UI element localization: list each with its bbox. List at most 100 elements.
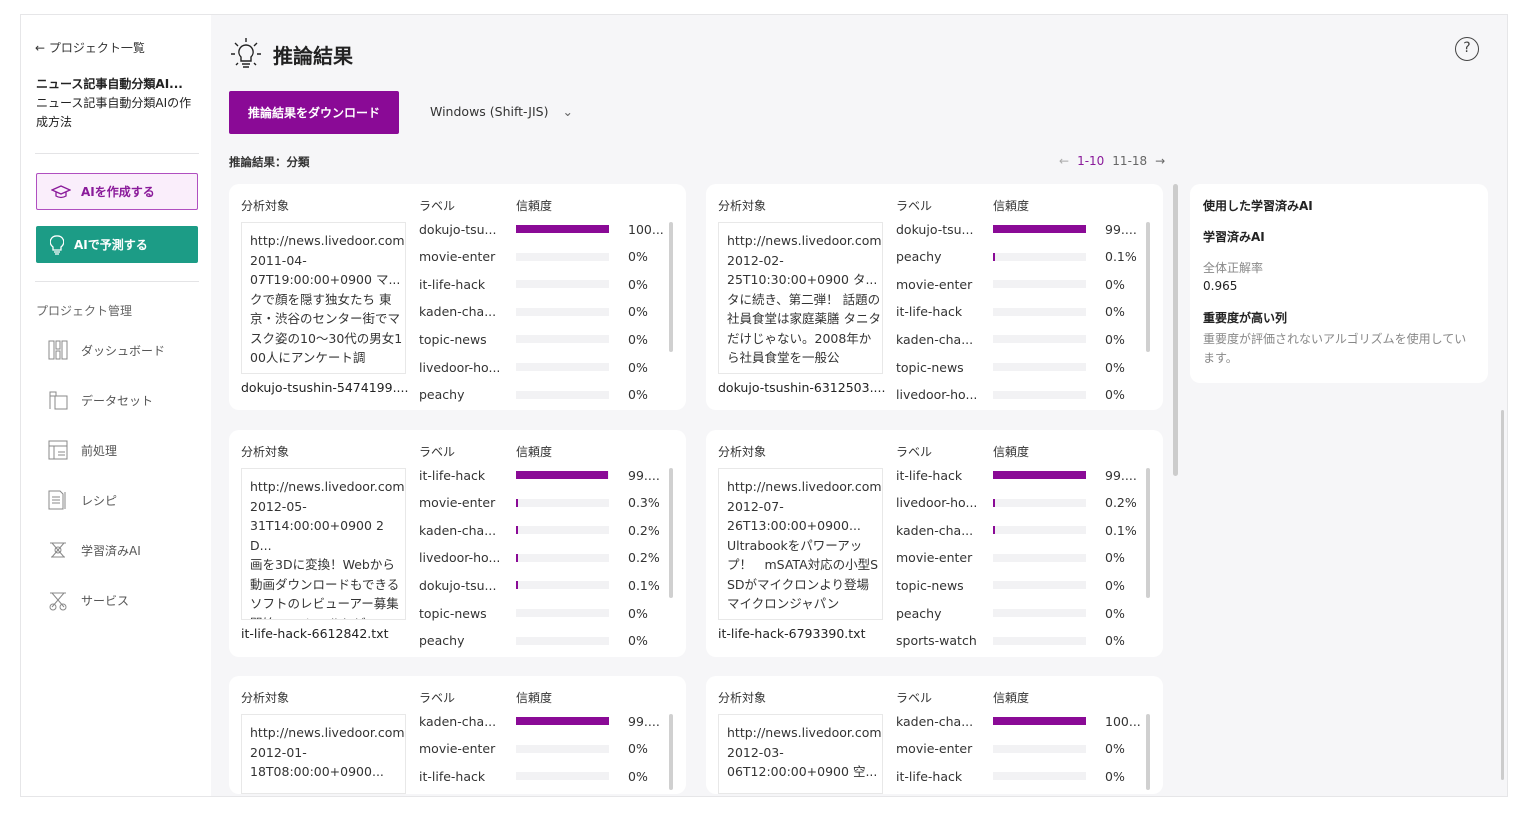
- nav-recipe[interactable]: レシピ: [47, 489, 117, 511]
- nav-trained-ai[interactable]: 学習済みAI: [47, 539, 141, 561]
- card-scrollbar[interactable]: [1146, 222, 1150, 352]
- confidence-fill: [993, 526, 995, 535]
- confidence-fill: [516, 553, 518, 562]
- label-name: kaden-cha...: [896, 522, 974, 538]
- nav-label: レシピ: [81, 493, 118, 508]
- label-row: movie-enter 0%: [896, 739, 1146, 759]
- confidence-value: 0%: [1105, 359, 1125, 375]
- next-page-icon[interactable]: →: [1155, 154, 1166, 168]
- confidence-value: 0%: [628, 331, 648, 347]
- confidence-value: 0%: [1105, 276, 1125, 292]
- pagination: ← 1-10 11-18 →: [1059, 154, 1165, 168]
- confidence-header: 信頼度: [516, 691, 553, 705]
- label-name: livedoor-ho...: [896, 495, 978, 511]
- label-row: movie-enter 0%: [419, 247, 669, 267]
- card-scrollbar[interactable]: [1146, 468, 1150, 598]
- results-scrollbar[interactable]: [1173, 184, 1178, 476]
- confidence-bar: [516, 390, 609, 399]
- label-name: kaden-cha...: [419, 522, 497, 538]
- page-next[interactable]: 11-18: [1112, 154, 1148, 168]
- confidence-fill: [516, 225, 609, 233]
- confidence-header: 信頼度: [993, 445, 1030, 459]
- target-header: 分析対象: [718, 445, 767, 459]
- confidence-value: 0%: [1105, 331, 1125, 347]
- result-card: 分析対象 ラベル 信頼度 http://news.livedoor.com 20…: [706, 676, 1163, 794]
- nav-service[interactable]: サービス: [47, 589, 129, 611]
- confidence-fill: [516, 526, 518, 535]
- confidence-value: 100...: [628, 221, 664, 237]
- page-scrollbar[interactable]: [1501, 410, 1504, 780]
- confidence-header: 信頼度: [516, 445, 553, 459]
- prev-page-icon[interactable]: ←: [1059, 154, 1070, 168]
- confidence-bar: [516, 772, 609, 781]
- app-window: ← プロジェクト一覧 ニュース記事自動分類AI... ニュース記事自動分類AIの…: [20, 14, 1508, 797]
- card-scrollbar[interactable]: [669, 468, 673, 598]
- label-row: livedoor-ho... 0%: [419, 357, 669, 377]
- importance-text: 重要度が評価されないアルゴリズムを使用しています。: [1203, 332, 1467, 365]
- nav-dataset[interactable]: データセット: [47, 389, 153, 411]
- label-row: topic-news 0%: [419, 329, 669, 349]
- confidence-value: 0%: [1105, 550, 1125, 566]
- confidence-value: 0%: [628, 633, 648, 649]
- create-ai-button[interactable]: AIを作成する: [36, 173, 198, 210]
- nav-label: 学習済みAI: [81, 543, 141, 558]
- recipe-icon: [48, 490, 66, 510]
- label-name: kaden-cha...: [896, 713, 974, 729]
- label-row: movie-enter 0%: [896, 548, 1146, 568]
- confidence-bar: [516, 609, 609, 617]
- label-name: movie-enter: [896, 276, 973, 292]
- label-row: kaden-cha... 0%: [419, 302, 669, 322]
- label-row: topic-news 0%: [896, 357, 1146, 377]
- confidence-bar: [993, 744, 1086, 753]
- confidence-bar: [516, 553, 609, 562]
- confidence-bar: [516, 280, 609, 289]
- download-results-button[interactable]: 推論結果をダウンロード: [229, 91, 399, 134]
- nav-dashboard[interactable]: ダッシュボード: [47, 339, 165, 361]
- confidence-bar: [993, 471, 1086, 479]
- back-label: プロジェクト一覧: [48, 41, 145, 55]
- label-row: it-life-hack 0%: [419, 274, 669, 294]
- card-scrollbar[interactable]: [669, 714, 673, 790]
- target-header: 分析対象: [241, 691, 290, 705]
- dataset-icon: [49, 391, 68, 410]
- confidence-value: 99....: [628, 713, 660, 729]
- target-header: 分析対象: [718, 199, 767, 213]
- card-scrollbar[interactable]: [669, 222, 673, 352]
- label-name: movie-enter: [896, 741, 973, 757]
- trained-ai-panel: 使用した学習済みAI 学習済みAI 全体正解率 0.965 重要度が高い列 重要…: [1190, 184, 1488, 383]
- result-card: 分析対象 ラベル 信頼度 http://news.livedoor.com 20…: [229, 676, 686, 794]
- confidence-value: 0.1%: [628, 577, 660, 593]
- label-header: ラベル: [896, 691, 933, 705]
- confidence-bar: [516, 225, 609, 233]
- target-text: http://news.livedoor.com 2012-01- 18T08:…: [241, 714, 406, 794]
- encoding-select[interactable]: Windows (Shift-JIS) ⌄: [430, 104, 573, 119]
- confidence-value: 0.2%: [628, 522, 660, 538]
- confidence-bar: [993, 526, 1086, 535]
- label-row: kaden-cha... 99....: [419, 711, 669, 731]
- label-row: kaden-cha... 0.2%: [419, 520, 669, 540]
- card-scrollbar[interactable]: [1146, 714, 1150, 790]
- page-header: 推論結果: [229, 37, 353, 71]
- nav-preprocess[interactable]: 前処理: [47, 439, 117, 461]
- label-name: sports-watch: [896, 633, 977, 649]
- model-name: 学習済みAI: [1203, 230, 1265, 244]
- label-row: peachy 0%: [419, 631, 669, 651]
- target-text: http://news.livedoor.com 2012-07- 26T13:…: [718, 468, 883, 620]
- divider: [35, 281, 199, 282]
- label-name: dokujo-tsu...: [896, 221, 974, 237]
- label-name: it-life-hack: [419, 467, 486, 483]
- predict-ai-button[interactable]: AIで予測する: [36, 226, 198, 263]
- page-current[interactable]: 1-10: [1077, 154, 1105, 168]
- confidence-value: 0.2%: [1105, 495, 1137, 511]
- label-name: it-life-hack: [419, 768, 486, 784]
- confidence-bar: [993, 335, 1086, 344]
- target-text: http://news.livedoor.com 2011-04- 07T19:…: [241, 222, 406, 374]
- confidence-bar: [516, 744, 609, 753]
- confidence-value: 0%: [628, 304, 648, 320]
- help-icon[interactable]: ?: [1455, 37, 1479, 61]
- confidence-value: 99....: [1105, 467, 1137, 483]
- panel-title: 使用した学習済みAI: [1203, 199, 1313, 213]
- back-to-projects-link[interactable]: ← プロジェクト一覧: [35, 41, 145, 55]
- confidence-bar: [516, 363, 609, 371]
- label-name: movie-enter: [896, 550, 973, 566]
